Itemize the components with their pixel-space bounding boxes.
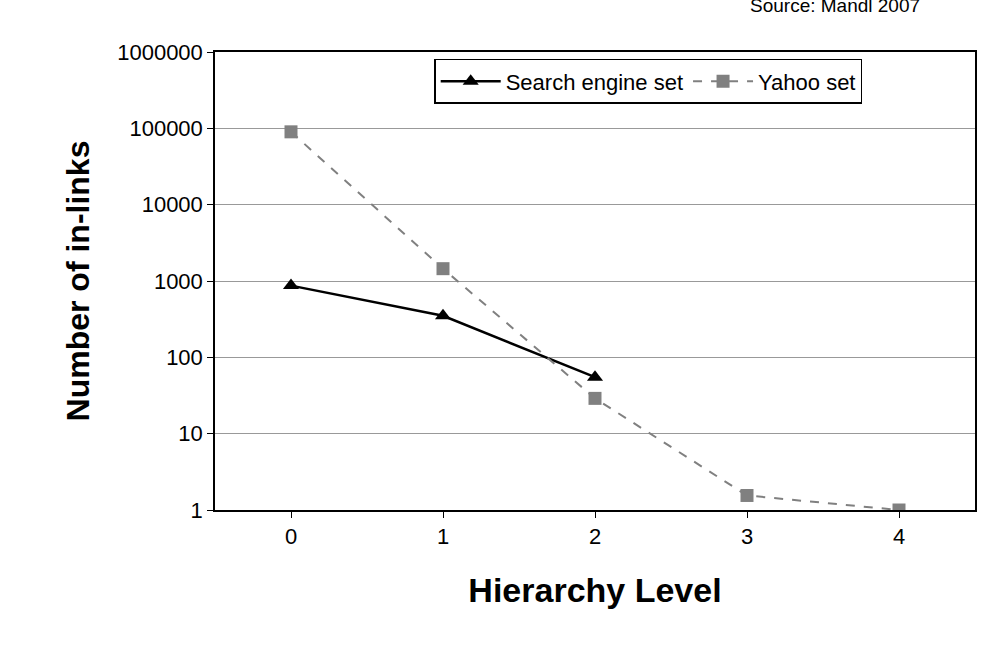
- svg-text:3: 3: [741, 524, 753, 549]
- svg-text:1000: 1000: [154, 269, 203, 294]
- svg-text:10000: 10000: [142, 192, 203, 217]
- svg-text:1: 1: [191, 498, 203, 523]
- svg-text:2: 2: [589, 524, 601, 549]
- svg-text:10: 10: [178, 421, 202, 446]
- svg-text:100000: 100000: [129, 116, 202, 141]
- svg-text:Source: Mandl 2007: Source: Mandl 2007: [750, 0, 920, 16]
- svg-text:Yahoo set: Yahoo set: [758, 70, 855, 95]
- svg-text:Number of in-links: Number of in-links: [60, 141, 96, 422]
- svg-text:0: 0: [285, 524, 297, 549]
- svg-text:1: 1: [437, 524, 449, 549]
- svg-text:Hierarchy Level: Hierarchy Level: [468, 571, 721, 609]
- svg-text:Search engine set: Search engine set: [506, 70, 683, 95]
- svg-text:1000000: 1000000: [117, 40, 203, 65]
- svg-text:100: 100: [166, 345, 203, 370]
- svg-text:4: 4: [893, 524, 905, 549]
